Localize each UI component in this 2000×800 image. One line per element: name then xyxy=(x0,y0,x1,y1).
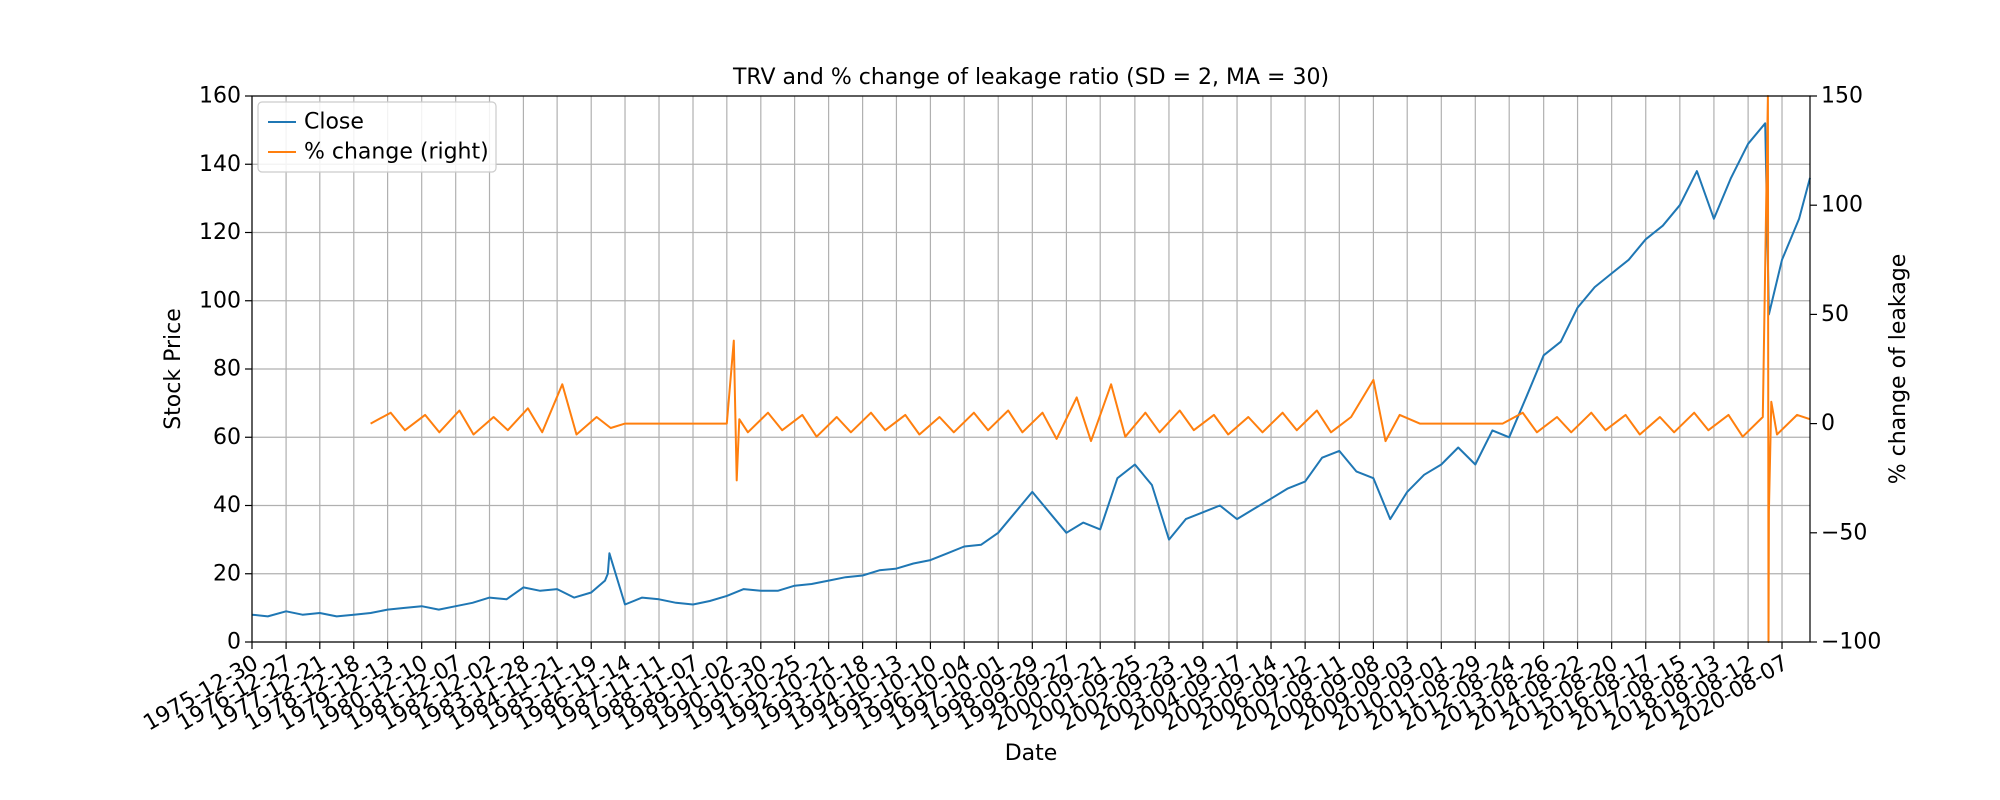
y-tick-label: 80 xyxy=(213,357,241,382)
series-line-close xyxy=(251,122,1811,618)
y-tick-label: 60 xyxy=(213,425,241,450)
series-layer xyxy=(251,95,1811,643)
legend-label: % change (right) xyxy=(304,140,489,165)
axes: 1975-12-301976-12-271977-12-211978-12-18… xyxy=(139,84,1881,737)
y-right-tick-label: −50 xyxy=(1821,520,1867,545)
y-tick-label: 100 xyxy=(199,288,241,313)
y-axis-label-right: % change of leakage xyxy=(1886,254,1911,485)
legend-label: Close xyxy=(304,110,364,135)
y-tick-label: 160 xyxy=(199,84,241,109)
x-axis-label: Date xyxy=(1005,741,1058,766)
y-tick-label: 140 xyxy=(199,152,241,177)
y-right-tick-label: 100 xyxy=(1821,193,1863,218)
y-tick-label: 120 xyxy=(199,220,241,245)
y-right-tick-label: 0 xyxy=(1821,411,1835,436)
y-tick-label: 40 xyxy=(213,493,241,518)
grid xyxy=(251,95,1810,643)
series-line-pct-change xyxy=(370,95,1811,643)
legend-box xyxy=(257,101,497,173)
y-right-tick-label: 50 xyxy=(1821,302,1849,327)
y-right-tick-label: −100 xyxy=(1821,630,1881,655)
legend: Close % change (right) xyxy=(257,101,497,173)
y-tick-label: 0 xyxy=(227,630,241,655)
y-axis-label: Stock Price xyxy=(161,308,186,430)
chart-title: TRV and % change of leakage ratio (SD = … xyxy=(732,65,1329,90)
y-tick-label: 20 xyxy=(213,561,241,586)
y-right-tick-label: 150 xyxy=(1821,84,1863,109)
